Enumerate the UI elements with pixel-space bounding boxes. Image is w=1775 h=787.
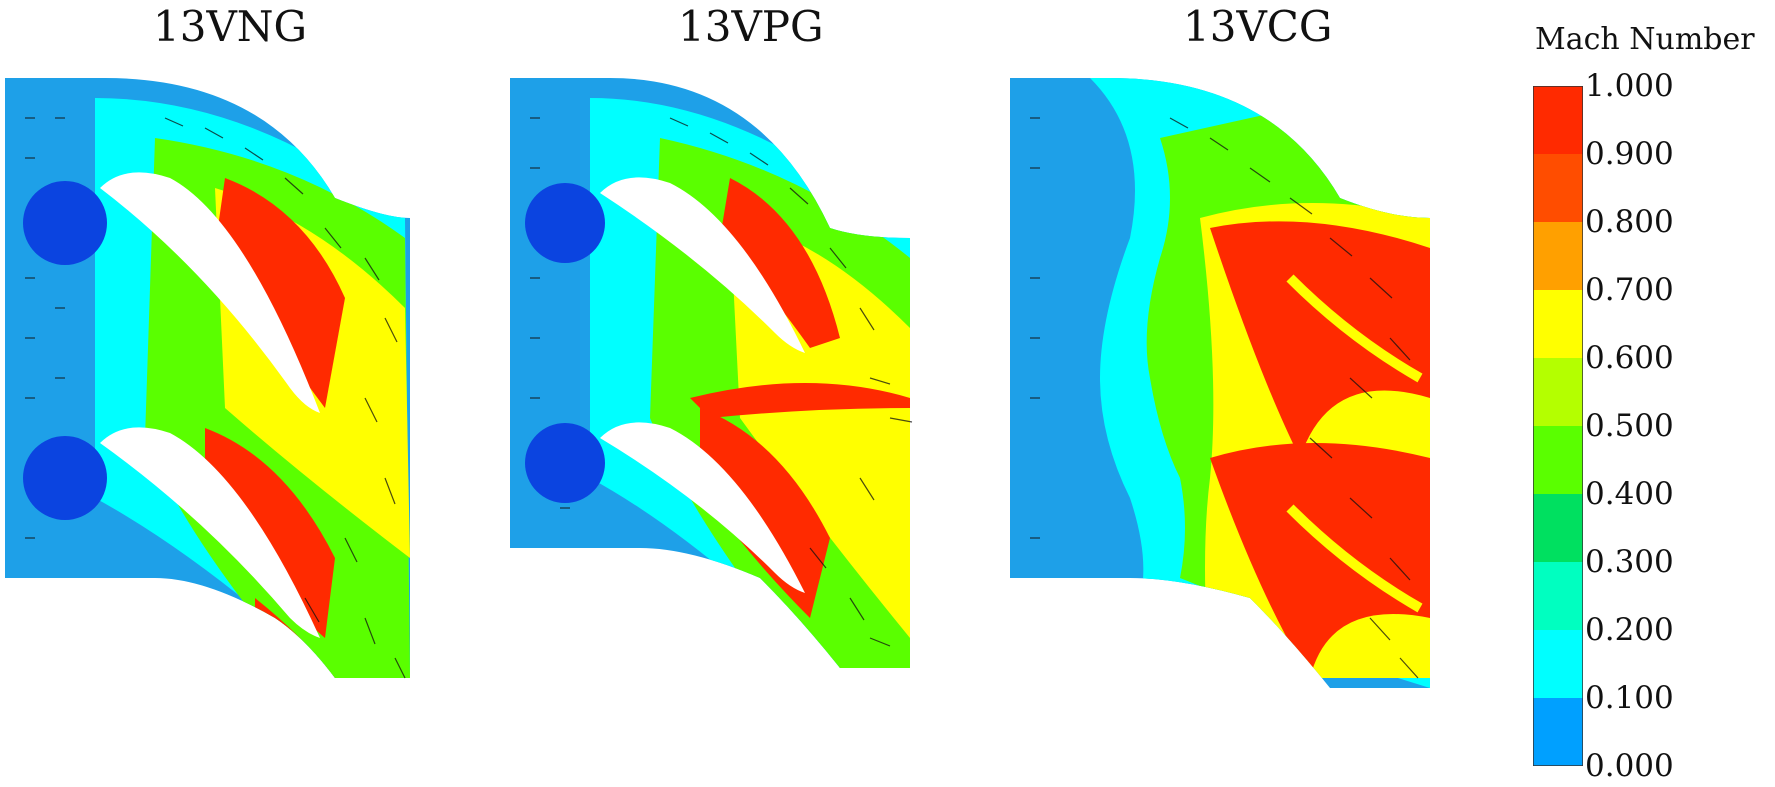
colorbar-band [1533,630,1583,698]
mach-contour-13vng [5,78,410,679]
colorbar [1533,86,1583,766]
colorbar-band [1533,154,1583,222]
colorbar-band [1533,86,1583,154]
panel-title-13vcg: 13VCG [1183,2,1333,51]
colorbar-tick-label: 1.000 [1585,68,1674,104]
colorbar-tick-label: 0.400 [1585,476,1674,512]
colorbar-tick-label: 0.700 [1585,272,1674,308]
colorbar-title: Mach Number [1535,22,1755,57]
colorbar-tick-label: 0.500 [1585,408,1674,444]
colorbar-band [1533,698,1583,766]
panel-title-13vng: 13VNG [153,2,308,51]
colorbar-band [1533,290,1583,358]
colorbar-band [1533,494,1583,562]
colorbar-tick-label: 0.900 [1585,136,1674,172]
panel-title-13vpg: 13VPG [678,2,824,51]
colorbar-tick-label: 0.800 [1585,204,1674,240]
colorbar-tick-label: 0.600 [1585,340,1674,376]
colorbar-band [1533,222,1583,290]
colorbar-band [1533,562,1583,630]
colorbar-tick-label: 0.300 [1585,544,1674,580]
colorbar-tick-label: 0.200 [1585,612,1674,648]
mach-contour-13vcg [1010,78,1430,688]
mach-contour-13vpg [510,78,913,668]
colorbar-band [1533,358,1583,426]
colorbar-tick-label: 0.100 [1585,680,1674,716]
colorbar-band [1533,426,1583,494]
colorbar-tick-label: 0.000 [1585,748,1674,784]
